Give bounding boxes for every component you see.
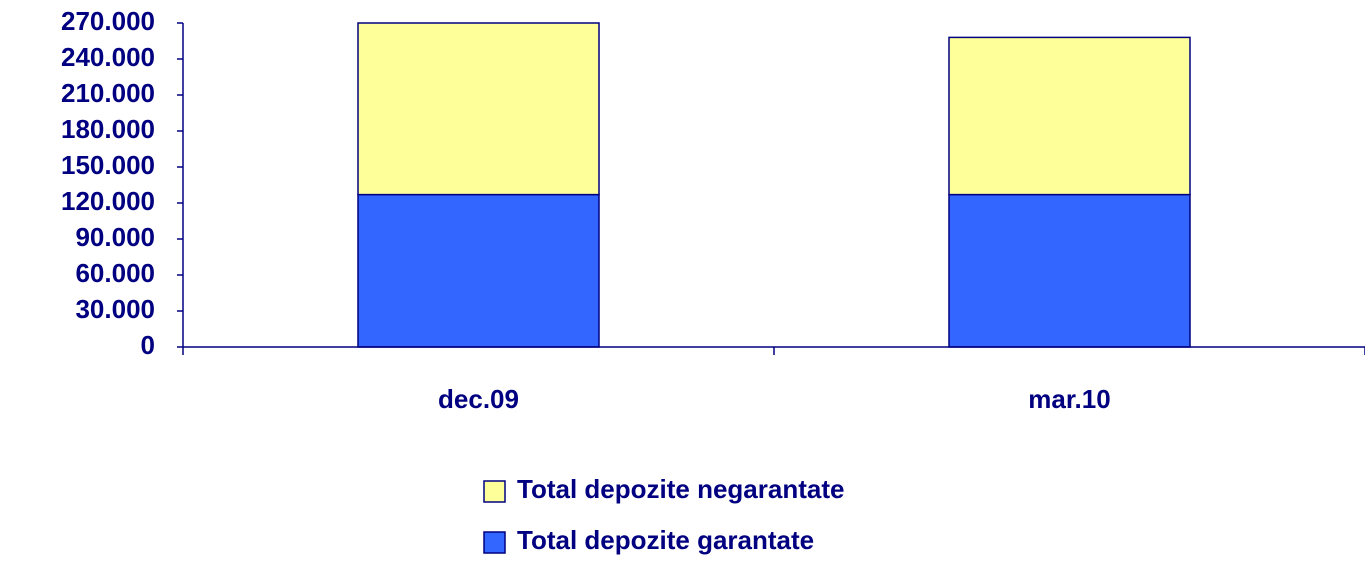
y-tick-label: 90.000 <box>75 222 155 252</box>
legend-label: Total depozite negarantate <box>517 474 844 504</box>
y-tick-label: 270.000 <box>61 6 155 36</box>
bar-segment <box>948 36 1191 196</box>
legend-swatch <box>483 480 506 503</box>
legend-label: Total depozite garantate <box>517 525 814 555</box>
y-tick-label: 120.000 <box>61 186 155 216</box>
y-tick-label: 210.000 <box>61 78 155 108</box>
x-tick-label: dec.09 <box>438 384 519 414</box>
bar-segment <box>948 193 1191 348</box>
y-tick-label: 240.000 <box>61 42 155 72</box>
bar-segment <box>357 193 600 348</box>
legend-swatch <box>483 531 506 554</box>
y-tick-label: 0 <box>141 330 155 360</box>
y-tick-label: 150.000 <box>61 150 155 180</box>
bar-segment <box>357 22 600 196</box>
y-tick-label: 30.000 <box>75 294 155 324</box>
y-tick-label: 60.000 <box>75 258 155 288</box>
x-tick-label: mar.10 <box>1028 384 1110 414</box>
y-tick-label: 180.000 <box>61 114 155 144</box>
